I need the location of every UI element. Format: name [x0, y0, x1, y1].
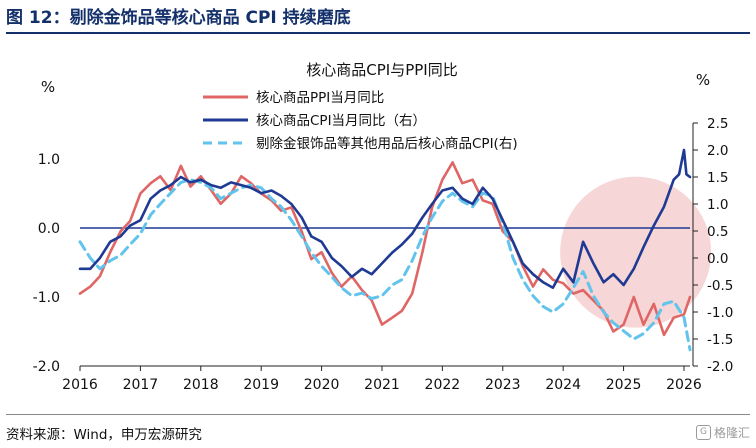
series-cpi-ex-gold-line	[78, 178, 692, 352]
highlight-area	[560, 176, 712, 328]
x-tick-label: 2024	[545, 377, 581, 393]
left-tick-label: 1.0	[38, 152, 60, 168]
footer-rule	[6, 414, 750, 415]
left-tick-label: -2.0	[33, 359, 60, 375]
x-tick-label: 2026	[666, 377, 702, 393]
right-tick-label: -0.5	[707, 278, 733, 294]
left-axis-unit: %	[41, 78, 55, 96]
x-tick-label: 2017	[123, 377, 159, 393]
chart-title: 核心商品CPI与PPI同比	[306, 61, 457, 79]
highlight-circle	[560, 176, 712, 328]
watermark-text: 格隆汇	[713, 426, 750, 440]
legend-label: 核心商品CPI当月同比（右）	[256, 113, 426, 129]
right-tick-label: 2.5	[707, 116, 728, 132]
x-tick-label: 2020	[304, 377, 340, 393]
right-axis-unit: %	[696, 71, 710, 89]
x-tick-label: 2025	[606, 377, 642, 393]
right-tick-label: 2.0	[707, 143, 728, 159]
title-underline	[6, 32, 750, 34]
source-note: 资料来源：Wind，申万宏源研究	[6, 427, 202, 443]
right-tick-label: 1.5	[707, 170, 728, 186]
legend-label: 核心商品PPI当月同比	[256, 90, 384, 106]
x-tick-label: 2021	[364, 377, 400, 393]
x-tick-label: 2019	[243, 377, 279, 393]
watermark: G 格隆汇	[695, 424, 750, 441]
watermark-logo-icon: G	[695, 425, 711, 440]
figure-title: 图 12：剔除金饰品等核心商品 CPI 持续磨底	[6, 8, 351, 28]
axes: 2016 2017 2018 2019 2020 2021 2022 2023 2024 2025…	[33, 116, 734, 393]
right-tick-label: -1.0	[707, 305, 733, 321]
x-tick-label: 2016	[62, 377, 98, 393]
series-cpi-line	[78, 148, 692, 289]
series-lines	[78, 148, 692, 352]
right-tick-label: -2.0	[707, 359, 733, 375]
series-ppi-line	[78, 161, 692, 337]
right-tick-label: 1.0	[707, 197, 728, 213]
x-tick-label: 2022	[425, 377, 461, 393]
left-tick-label: 0.0	[38, 221, 60, 237]
right-tick-label: 0.0	[707, 251, 728, 267]
x-tick-label: 2018	[183, 377, 219, 393]
x-tick-label: 2023	[485, 377, 521, 393]
legend-label: 剔除金银饰品等其他用品后核心商品CPI(右)	[256, 135, 518, 152]
left-tick-label: -1.0	[33, 290, 60, 306]
right-tick-label: 0.5	[707, 224, 728, 240]
right-tick-label: -1.5	[707, 332, 733, 348]
